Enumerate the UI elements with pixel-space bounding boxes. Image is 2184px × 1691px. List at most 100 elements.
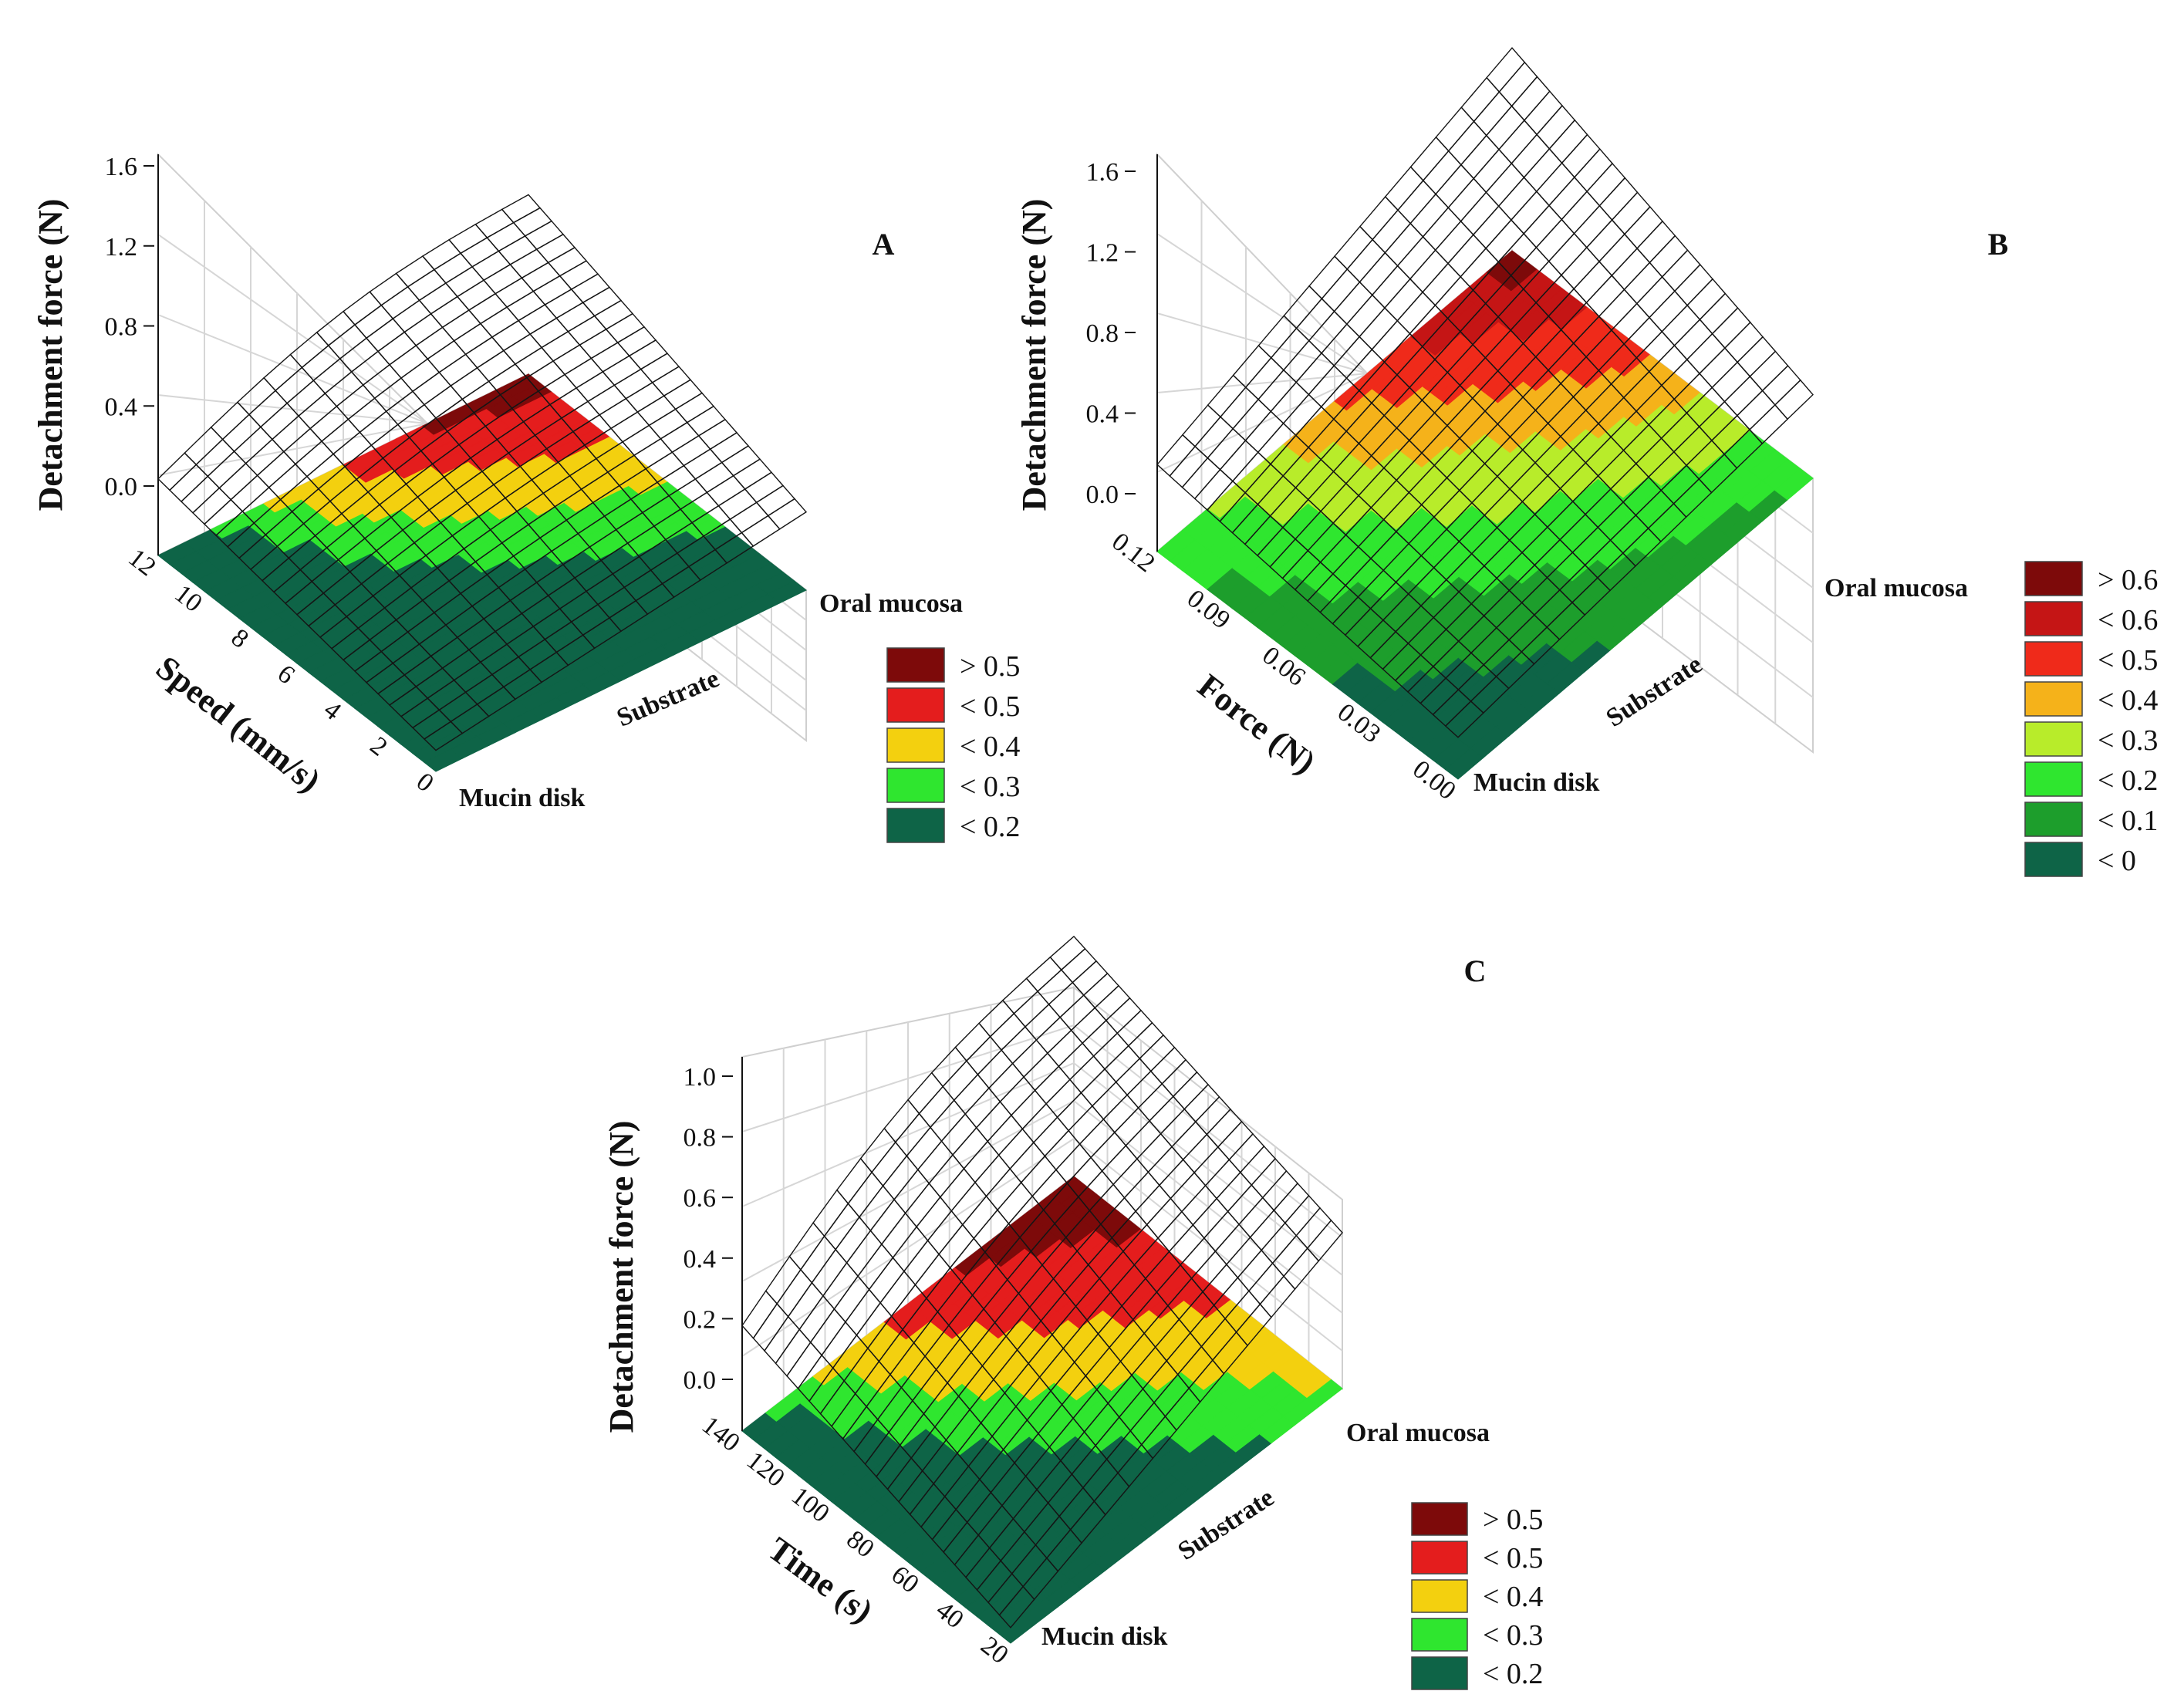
- surface-cell: [1447, 120, 1487, 166]
- legend-label: < 0: [2098, 845, 2136, 877]
- surface-cell: [1156, 434, 1197, 478]
- z-tick-label: 0.8: [1086, 319, 1119, 348]
- legend-label: < 0.4: [960, 731, 1020, 763]
- surface-cell: [741, 1290, 778, 1339]
- legend-label: < 0.3: [960, 771, 1020, 803]
- surface-cell: [1422, 150, 1462, 195]
- legend-swatch: [2024, 842, 2083, 877]
- category-mucin-disk: Mucin disk: [1473, 768, 1600, 797]
- x-tick-label: 0.12: [1106, 528, 1160, 579]
- surface-cell: [1447, 177, 1487, 222]
- legend-swatch: [2024, 761, 2083, 797]
- surface-cell: [1204, 1159, 1241, 1200]
- z-tick-label: 0.6: [684, 1184, 717, 1213]
- x-tick-label: 12: [123, 543, 161, 582]
- z-tick-label: 0.8: [684, 1124, 717, 1153]
- legend-swatch: [2024, 641, 2083, 677]
- x-axis-title: Force (N): [1190, 667, 1322, 781]
- surface-cell: [775, 1328, 812, 1377]
- surface-cell: [883, 1099, 920, 1143]
- wall-grid-line: [741, 1062, 1343, 1276]
- surface-cell: [1460, 76, 1500, 123]
- z-tick-label: 1.2: [1086, 239, 1119, 268]
- z-tick-label: 0.0: [684, 1366, 717, 1395]
- legend: > 0.5 < 0.5 < 0.4 < 0.3 < 0.2: [1411, 1502, 1543, 1690]
- surface-cell: [1397, 179, 1437, 224]
- surface-cell: [1396, 235, 1436, 280]
- surface-cell: [1435, 164, 1475, 209]
- surface-cell: [1409, 136, 1450, 182]
- legend-label: < 0.4: [2098, 684, 2158, 717]
- z-tick-label: 0.4: [1086, 400, 1119, 429]
- z-axis-title: Detachment force (N): [1015, 199, 1053, 511]
- surface-cell: [1261, 1170, 1298, 1211]
- surface-cell: [1247, 1262, 1285, 1305]
- surface-cell: [1460, 191, 1500, 236]
- legend-label: < 0.2: [960, 811, 1020, 843]
- z-tick-label: 1.2: [105, 233, 138, 262]
- z-tick-label: 1.6: [105, 153, 138, 181]
- surface-cell: [1180, 1184, 1218, 1226]
- z-tick-label: 0.0: [105, 473, 138, 501]
- z-tick-label: 0.4: [105, 393, 138, 421]
- surface-cell: [1435, 106, 1475, 152]
- legend-swatch: [1411, 1656, 1468, 1690]
- category-mucin-disk: Mucin disk: [1041, 1622, 1168, 1651]
- surface-cell: [1182, 1133, 1219, 1174]
- legend-label: < 0.3: [1483, 1619, 1543, 1652]
- surface-cell: [1251, 1157, 1288, 1199]
- panel-label: B: [1988, 227, 2009, 262]
- legend-label: < 0.1: [2098, 805, 2158, 837]
- surface-cell: [1473, 148, 1513, 194]
- x-tick-label: 0: [411, 768, 439, 798]
- surface-cell: [180, 475, 221, 514]
- z-tick-label: 0.2: [684, 1305, 717, 1334]
- x-tick-label: 140: [697, 1411, 745, 1458]
- legend-label: < 0.5: [2098, 644, 2158, 677]
- surface-cell: [1194, 1095, 1231, 1136]
- legend-label: < 0.5: [1483, 1542, 1543, 1575]
- legend-label: < 0.3: [2098, 724, 2158, 757]
- legend-swatch: [2024, 802, 2083, 837]
- surface-cell: [1498, 61, 1538, 107]
- legend: > 0.6 < 0.6 < 0.5 < 0.4 < 0.3 < 0.2 < 0.1 < 0: [2024, 561, 2158, 877]
- surface-cell: [1227, 1184, 1264, 1226]
- panel-label: C: [1464, 954, 1487, 988]
- x-tick-label: 2: [365, 731, 393, 762]
- legend: > 0.5 < 0.5 < 0.4 < 0.3 < 0.2: [886, 647, 1020, 843]
- surface-cell: [1384, 166, 1424, 211]
- z-tick-label: 1.6: [1086, 158, 1119, 187]
- surface-cell: [961, 1195, 998, 1240]
- legend-label: > 0.5: [1483, 1504, 1543, 1536]
- surface-cell: [741, 515, 781, 547]
- substrate-axis-title: Substrate: [1602, 650, 1707, 733]
- z-axis-title: Detachment force (N): [603, 1121, 640, 1433]
- surface-cell: [1384, 222, 1424, 267]
- surface-cell: [1225, 1236, 1263, 1279]
- surface-cell: [939, 1167, 976, 1212]
- legend-swatch: [2024, 681, 2083, 717]
- legend-swatch: [1411, 1502, 1468, 1536]
- legend-swatch: [1411, 1618, 1468, 1652]
- surface-cell: [1473, 91, 1513, 137]
- panel-label: A: [873, 227, 895, 262]
- surface-cell: [1261, 1222, 1298, 1264]
- surface-cell: [1216, 1171, 1253, 1213]
- legend-swatch: [886, 687, 945, 723]
- category-oral-mucosa: Oral mucosa: [1825, 574, 1968, 602]
- legend-swatch: [2024, 601, 2083, 636]
- surface-cell: [1228, 1132, 1265, 1173]
- z-tick-label: 1.0: [684, 1063, 717, 1092]
- legend-swatch: [886, 808, 945, 843]
- surface-cell: [1422, 207, 1462, 251]
- surface-cell: [1384, 278, 1424, 322]
- surface-cell: [1237, 1249, 1274, 1292]
- surface-cell: [1485, 162, 1525, 208]
- surface-cell: [767, 498, 808, 530]
- surface-cell: [998, 1585, 1035, 1629]
- surface-cell: [423, 721, 464, 751]
- surface-cell: [1485, 105, 1525, 150]
